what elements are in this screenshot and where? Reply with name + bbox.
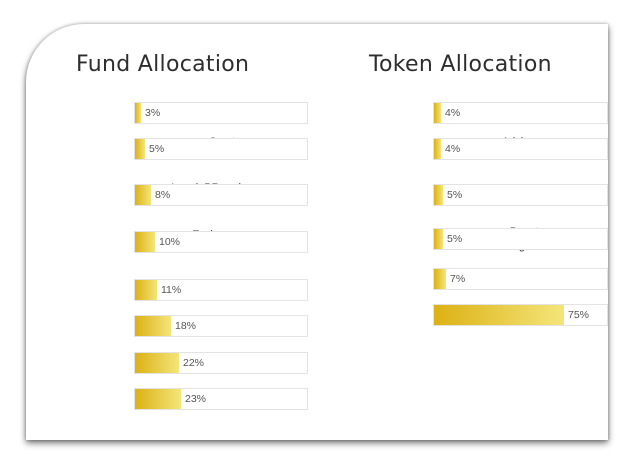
fund-bar-track: 8% xyxy=(134,184,308,206)
token-value-label: 7% xyxy=(450,273,466,285)
token-bar-track: 4% xyxy=(433,102,608,124)
fund-bar-track: 18% xyxy=(134,315,308,337)
fund-value-label: 10% xyxy=(159,236,181,248)
token-bar xyxy=(434,305,564,325)
token-bar-track: 5% xyxy=(433,228,608,250)
fund-value-label: 22% xyxy=(183,357,205,369)
fund-bar xyxy=(135,316,171,336)
fund-bar-track: 10% xyxy=(134,231,308,253)
token-bar xyxy=(434,229,443,249)
fund-bar xyxy=(135,185,151,205)
token-bar xyxy=(434,269,446,289)
fund-value-label: 5% xyxy=(149,143,165,155)
fund-value-label: 23% xyxy=(185,393,207,405)
fund-value-label: 18% xyxy=(175,320,197,332)
fund-value-label: 11% xyxy=(161,284,182,296)
token-bar xyxy=(434,139,441,159)
fund-bar xyxy=(135,103,141,123)
fund-bar-track: 11% xyxy=(134,279,308,301)
fund-bar-track: 23% xyxy=(134,388,308,410)
token-bar xyxy=(434,103,441,123)
fund-bar xyxy=(135,280,157,300)
token-bar-track: 4% xyxy=(433,138,608,160)
fund-allocation-bars: Accelerator3%CryptoCertifier5%Legal, PR … xyxy=(26,24,326,440)
fund-bar xyxy=(135,139,145,159)
fund-bar xyxy=(135,232,155,252)
token-value-label: 75% xyxy=(568,309,590,321)
fund-bar-track: 3% xyxy=(134,102,308,124)
token-bar xyxy=(434,185,443,205)
token-value-label: 4% xyxy=(445,107,461,119)
token-value-label: 4% xyxy=(445,143,461,155)
token-value-label: 5% xyxy=(447,233,463,245)
fund-value-label: 8% xyxy=(155,189,171,201)
token-allocation-title: Token Allocation xyxy=(369,52,552,77)
fund-allocation-title: Fund Allocation xyxy=(76,52,250,77)
token-bar-track: 5% xyxy=(433,184,608,206)
fund-bar xyxy=(135,389,181,409)
fund-bar xyxy=(135,353,179,373)
fund-allocation-chart: Fund Allocation Accelerator3%CryptoCerti… xyxy=(26,24,326,440)
allocation-card: Fund Allocation Accelerator3%CryptoCerti… xyxy=(26,24,608,440)
token-bar-track: 75% xyxy=(433,304,608,326)
fund-bar-track: 22% xyxy=(134,352,308,374)
token-allocation-chart: Token Allocation Founder4%AdvisoryBoard4… xyxy=(326,24,608,440)
token-bar-track: 7% xyxy=(433,268,608,290)
fund-value-label: 3% xyxy=(145,107,161,119)
fund-bar-track: 5% xyxy=(134,138,308,160)
token-value-label: 5% xyxy=(447,189,463,201)
token-allocation-bars: Founder4%AdvisoryBoard4%Team5%BountyProg… xyxy=(326,24,608,440)
